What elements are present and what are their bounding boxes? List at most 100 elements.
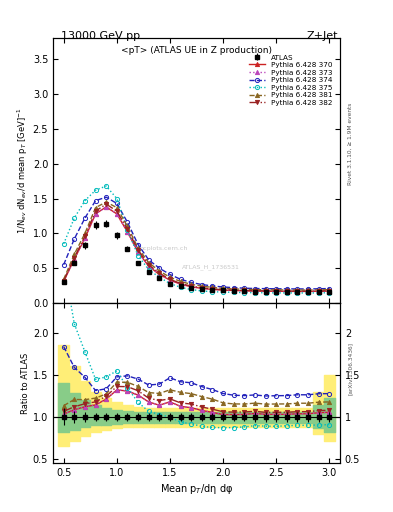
Pythia 6.428 370 [93, 211, 98, 217]
Pythia 6.428 370 [306, 288, 310, 294]
X-axis label: Mean p$_{T}$/dη dφ: Mean p$_{T}$/dη dφ [160, 482, 233, 497]
Pythia 6.428 373 [285, 288, 289, 294]
Pythia 6.428 381 [83, 230, 87, 237]
Pythia 6.428 374 [306, 286, 310, 292]
Pythia 6.428 374 [242, 285, 247, 291]
Pythia 6.428 374 [93, 198, 98, 204]
Pythia 6.428 382 [189, 283, 193, 289]
Pythia 6.428 373 [93, 211, 98, 217]
Pythia 6.428 374 [157, 265, 162, 271]
Line: Pythia 6.428 370: Pythia 6.428 370 [62, 205, 331, 293]
Pythia 6.428 375 [114, 196, 119, 202]
Pythia 6.428 381 [114, 204, 119, 210]
Pythia 6.428 373 [61, 279, 66, 285]
Pythia 6.428 375 [210, 289, 215, 295]
Pythia 6.428 375 [125, 227, 130, 233]
Pythia 6.428 382 [274, 288, 279, 294]
Pythia 6.428 374 [136, 242, 140, 248]
Pythia 6.428 375 [242, 289, 247, 295]
Pythia 6.428 375 [157, 274, 162, 280]
Pythia 6.428 375 [316, 290, 321, 296]
Pythia 6.428 374 [295, 286, 300, 292]
Pythia 6.428 374 [200, 282, 204, 288]
Pythia 6.428 381 [242, 286, 247, 292]
Pythia 6.428 370 [200, 285, 204, 291]
Pythia 6.428 381 [157, 268, 162, 274]
Text: Rivet 3.1.10, ≥ 1.9M events: Rivet 3.1.10, ≥ 1.9M events [348, 102, 353, 184]
Pythia 6.428 381 [189, 281, 193, 287]
Pythia 6.428 374 [253, 286, 257, 292]
Pythia 6.428 370 [253, 288, 257, 294]
Pythia 6.428 381 [263, 287, 268, 293]
Pythia 6.428 370 [125, 229, 130, 235]
Pythia 6.428 374 [167, 271, 172, 278]
Pythia 6.428 373 [221, 287, 226, 293]
Pythia 6.428 382 [93, 208, 98, 214]
Pythia 6.428 373 [189, 284, 193, 290]
Pythia 6.428 382 [316, 288, 321, 294]
Pythia 6.428 382 [83, 233, 87, 239]
Pythia 6.428 382 [167, 276, 172, 283]
Pythia 6.428 375 [189, 287, 193, 293]
Pythia 6.428 370 [157, 271, 162, 278]
Pythia 6.428 375 [285, 290, 289, 296]
Pythia 6.428 370 [178, 281, 183, 287]
Pythia 6.428 373 [274, 288, 279, 294]
Pythia 6.428 382 [221, 287, 226, 293]
Pythia 6.428 381 [295, 287, 300, 293]
Pythia 6.428 373 [327, 288, 332, 294]
Pythia 6.428 381 [167, 274, 172, 280]
Pythia 6.428 370 [189, 284, 193, 290]
Pythia 6.428 374 [316, 286, 321, 292]
Pythia 6.428 375 [93, 187, 98, 193]
Pythia 6.428 373 [231, 287, 236, 293]
Pythia 6.428 374 [83, 215, 87, 221]
Pythia 6.428 375 [83, 198, 87, 204]
Pythia 6.428 382 [157, 270, 162, 276]
Pythia 6.428 370 [146, 263, 151, 269]
Pythia 6.428 370 [210, 286, 215, 292]
Pythia 6.428 381 [210, 284, 215, 290]
Pythia 6.428 381 [72, 251, 77, 258]
Pythia 6.428 374 [221, 284, 226, 290]
Pythia 6.428 375 [104, 183, 108, 189]
Pythia 6.428 373 [104, 204, 108, 210]
Pythia 6.428 374 [104, 194, 108, 200]
Pythia 6.428 375 [263, 290, 268, 296]
Pythia 6.428 373 [157, 271, 162, 278]
Legend: ATLAS, Pythia 6.428 370, Pythia 6.428 373, Pythia 6.428 374, Pythia 6.428 375, P: ATLAS, Pythia 6.428 370, Pythia 6.428 37… [248, 53, 334, 108]
Pythia 6.428 381 [178, 279, 183, 285]
Pythia 6.428 381 [285, 287, 289, 293]
Pythia 6.428 374 [274, 286, 279, 292]
Pythia 6.428 375 [327, 290, 332, 296]
Pythia 6.428 370 [231, 287, 236, 293]
Pythia 6.428 370 [114, 211, 119, 217]
Pythia 6.428 375 [146, 267, 151, 273]
Pythia 6.428 373 [306, 288, 310, 294]
Pythia 6.428 382 [61, 278, 66, 284]
Pythia 6.428 375 [200, 288, 204, 294]
Line: Pythia 6.428 381: Pythia 6.428 381 [62, 200, 331, 292]
Line: Pythia 6.428 382: Pythia 6.428 382 [62, 202, 331, 293]
Pythia 6.428 382 [104, 201, 108, 207]
Pythia 6.428 373 [242, 288, 247, 294]
Pythia 6.428 382 [72, 254, 77, 261]
Y-axis label: 1/N$_{ev}$ dN$_{ev}$/d mean p$_T$ [GeV]$^{-1}$: 1/N$_{ev}$ dN$_{ev}$/d mean p$_T$ [GeV]$… [15, 108, 30, 234]
Pythia 6.428 370 [295, 288, 300, 294]
Text: Z+Jet: Z+Jet [307, 31, 338, 41]
Pythia 6.428 373 [125, 229, 130, 235]
Pythia 6.428 381 [146, 260, 151, 266]
Pythia 6.428 382 [285, 288, 289, 294]
Pythia 6.428 373 [253, 288, 257, 294]
Pythia 6.428 382 [114, 208, 119, 214]
Pythia 6.428 374 [146, 257, 151, 263]
Pythia 6.428 382 [136, 247, 140, 253]
Pythia 6.428 382 [178, 281, 183, 287]
Pythia 6.428 381 [61, 276, 66, 283]
Text: [arXiv:1306.3436]: [arXiv:1306.3436] [348, 342, 353, 395]
Pythia 6.428 373 [83, 235, 87, 241]
Pythia 6.428 381 [231, 286, 236, 292]
Pythia 6.428 374 [263, 286, 268, 292]
Pythia 6.428 370 [83, 235, 87, 241]
Pythia 6.428 374 [125, 219, 130, 225]
